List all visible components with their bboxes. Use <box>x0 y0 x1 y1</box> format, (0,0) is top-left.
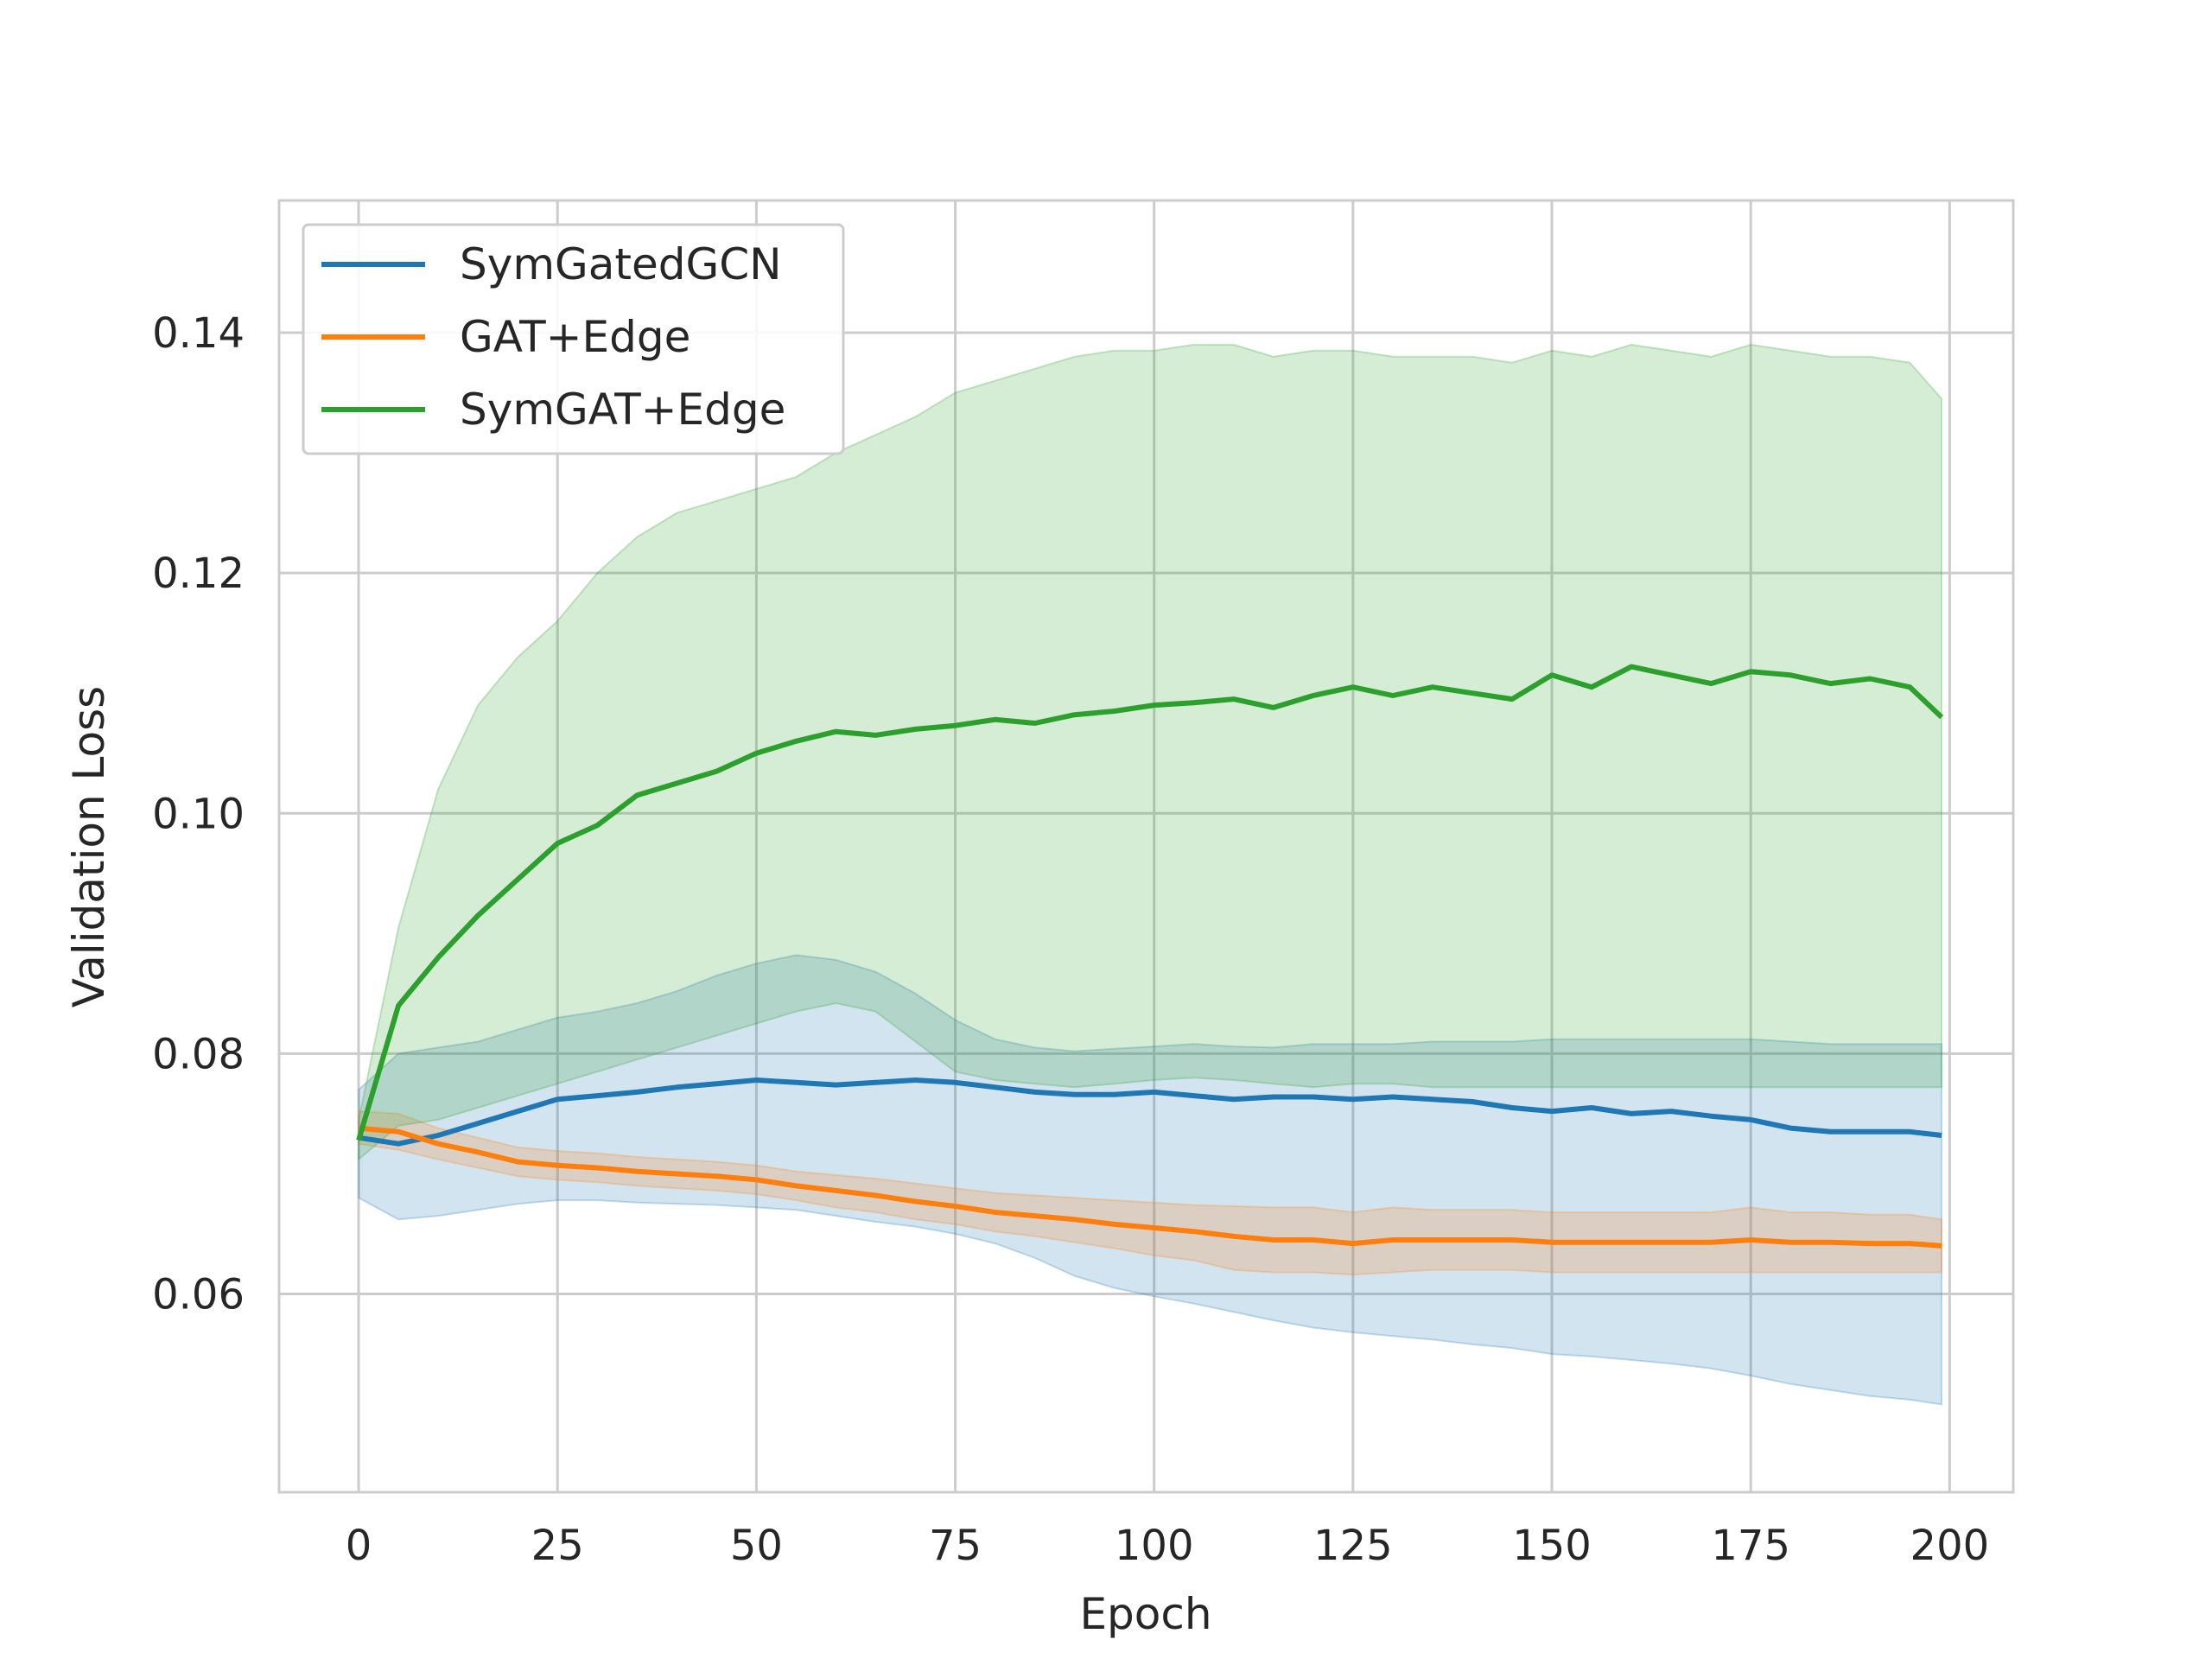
x-tick-label: 100 <box>1115 1522 1194 1570</box>
series-line-gat-edge <box>358 1125 1942 1249</box>
x-tick-labels: 0 25 50 75 100 125 150 175 200 <box>346 1522 1989 1570</box>
x-tick-label: 0 <box>346 1522 372 1570</box>
x-tick-label: 175 <box>1711 1522 1790 1570</box>
y-tick-label: 0.12 <box>152 550 245 598</box>
x-tick-label: 125 <box>1313 1522 1393 1570</box>
x-tick-label: 50 <box>730 1522 783 1570</box>
x-tick-label: 25 <box>531 1522 584 1570</box>
series-line-symgatedgcn <box>358 1077 1942 1147</box>
legend: SymGatedGCN GAT+Edge SymGAT+Edge <box>302 223 845 455</box>
x-axis-label: Epoch <box>1079 1589 1211 1639</box>
confidence-bands <box>358 343 1943 1406</box>
band-symgatedgcn <box>358 954 1943 1406</box>
y-tick-labels: 0.06 0.08 0.10 0.12 0.14 <box>152 309 245 1319</box>
y-axis-label: Validation Loss <box>64 686 114 1007</box>
legend-frame <box>302 223 845 455</box>
x-tick-label: 200 <box>1910 1522 1990 1570</box>
band-symgat-edge <box>358 343 1943 1161</box>
series-line-symgat-edge <box>356 664 1944 1141</box>
series-lines <box>356 664 1944 1249</box>
x-tick-label: 75 <box>929 1522 982 1570</box>
legend-label-symgat-edge: SymGAT+Edge <box>460 385 785 435</box>
y-tick-label: 0.08 <box>152 1030 245 1078</box>
y-tick-label: 0.14 <box>152 309 245 358</box>
legend-label-symgatedgcn: SymGatedGCN <box>460 239 782 289</box>
y-tick-label: 0.10 <box>152 790 245 838</box>
band-gat-edge <box>358 1110 1943 1276</box>
x-tick-label: 150 <box>1512 1522 1592 1570</box>
plot-frame <box>277 199 2015 1494</box>
legend-label-gat-edge: GAT+Edge <box>460 312 690 362</box>
y-tick-label: 0.06 <box>152 1271 245 1319</box>
